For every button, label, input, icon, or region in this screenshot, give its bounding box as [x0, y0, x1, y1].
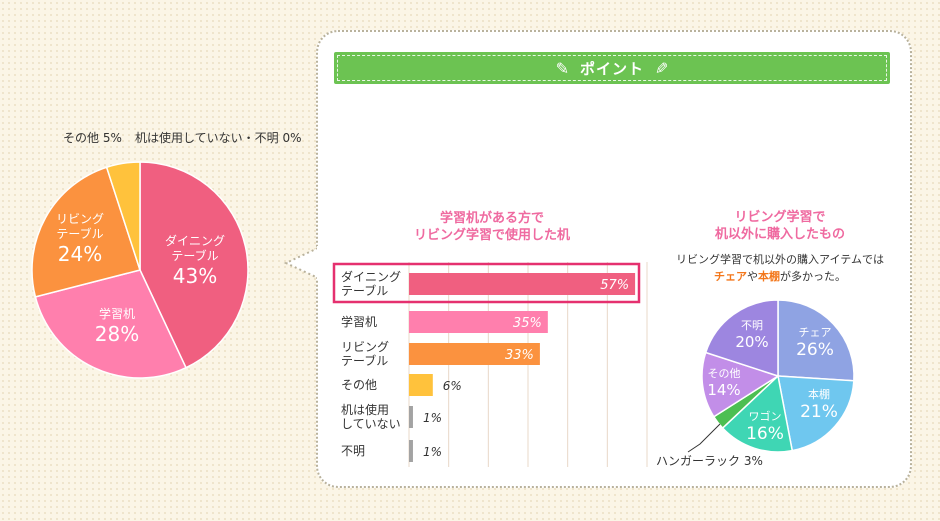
pie-slice-chair [777, 299, 855, 382]
other-pct: 14% [707, 381, 741, 399]
living-label-line1: リビング [55, 212, 104, 226]
left-slice-label-living: リビング テーブル 24% [44, 212, 116, 266]
right-title-line1: リビング学習で [734, 210, 826, 225]
wagon-label: ワゴン [748, 410, 782, 423]
chair-label: チェア [798, 326, 832, 339]
bar-value-label: 33% [505, 348, 534, 363]
subtitle-line1: リビング学習で机以外の購入アイテムでは [676, 253, 884, 266]
dining-label-line2: テーブル [171, 249, 219, 263]
chair-pct: 26% [796, 340, 834, 360]
bar-dining [409, 273, 636, 295]
bar-value-label: 57% [600, 278, 629, 293]
bar-category-label: 不明 [341, 444, 365, 458]
bar-unknown [409, 440, 413, 462]
pencil-icon: ✎ [555, 58, 570, 78]
right-slice-label-chair: チェア 26% [792, 326, 838, 360]
bar-category-line1: 不明 [341, 444, 366, 458]
bar-other [409, 374, 433, 396]
pie-slice-shelf [777, 375, 855, 452]
study-desk-label-pct: 28% [94, 322, 140, 346]
pie-slice-unknown [704, 299, 779, 378]
bar-category-line1: 学習机 [341, 315, 378, 329]
panel-pointer [283, 246, 321, 280]
right-slice-label-shelf: 本棚 21% [796, 388, 842, 422]
bar-title-line1: 学習机がある方で [439, 211, 544, 226]
bar-study-desk [409, 311, 548, 333]
banner-title: ポイント [579, 59, 644, 78]
bar-category-label: 机は使用 していない [341, 403, 401, 431]
bar-title-line2: リビング学習で使用した机 [413, 228, 570, 243]
pie-slice-living [31, 166, 141, 298]
pie-slice-wagon [721, 374, 794, 453]
shelf-label: 本棚 [808, 388, 830, 401]
unknown-label: 不明 [741, 319, 763, 332]
bar-category-label: 学習机 [341, 315, 377, 329]
pie-slice-study-desk [34, 269, 187, 379]
right-slice-label-unknown: 不明 20% [730, 319, 774, 351]
bar-category-line2: テーブル [341, 284, 389, 298]
bar-unused [409, 406, 413, 428]
bar-category-line2: していない [341, 417, 401, 431]
left-pie-label-other: その他 5% [63, 131, 122, 145]
pie-slice-other [105, 161, 141, 271]
bar-category-label: リビング テーブル [341, 340, 389, 368]
bar-category-line1: その他 [341, 378, 378, 392]
bar-category-line2: テーブル [341, 354, 389, 368]
left-slice-label-study-desk: 学習机 28% [82, 307, 152, 346]
subtitle-chair: チェア [714, 270, 747, 283]
pie-slice-dining [139, 161, 249, 369]
right-title-line2: 机以外に購入したもの [714, 227, 845, 242]
point-banner-inner: ✎ ポイント ✎ [337, 55, 887, 81]
hanger-label: ハンガーラック 3% [656, 454, 763, 468]
highlight-box [332, 262, 641, 304]
left-slice-label-dining: ダイニング テーブル 43% [158, 234, 232, 288]
study-desk-label-line1: 学習机 [98, 307, 135, 321]
dining-label-pct: 43% [172, 264, 218, 288]
right-slice-label-wagon: ワゴン 16% [742, 410, 788, 444]
bar-category-line1: 机は使用 [341, 403, 390, 417]
bar-category-label: ダイニング テーブル [341, 270, 401, 298]
subtitle-shelf: 本棚 [758, 270, 780, 283]
living-label-line2: テーブル [56, 227, 104, 241]
wagon-pct: 16% [746, 424, 784, 444]
point-banner: ✎ ポイント ✎ [334, 52, 890, 84]
bar-value-label: 6% [443, 379, 462, 393]
right-chart-subtitle: リビング学習で机以外の購入アイテムでは チェアや本棚が多かった。 [660, 251, 900, 285]
right-slice-label-other: その他 14% [702, 367, 746, 399]
bar-category-label: その他 [341, 378, 377, 392]
left-pie-label-unused: 机は使用していない・不明 0% [135, 131, 302, 145]
subtitle-line2: チェアや本棚が多かった。 [660, 268, 900, 285]
bar-category-line1: ダイニング [341, 270, 402, 284]
unknown-pct: 20% [735, 333, 769, 351]
bar-living [409, 343, 540, 365]
other-label: その他 [707, 367, 741, 380]
subtitle-mid: や [747, 270, 758, 283]
bar-value-label: 1% [423, 411, 442, 425]
pie-slice-other [701, 351, 780, 418]
dining-label-line1: ダイニング [164, 234, 225, 248]
right-chart-title: リビング学習で 机以外に購入したもの [685, 209, 875, 243]
bar-value-label: 35% [513, 316, 542, 331]
bar-chart-title: 学習机がある方で リビング学習で使用した机 [392, 210, 592, 244]
shelf-pct: 21% [800, 402, 838, 422]
bar-value-label: 1% [423, 445, 442, 459]
bar-category-line1: リビング [341, 340, 390, 354]
living-label-pct: 24% [57, 242, 103, 266]
subtitle-end: が多かった。 [780, 270, 846, 283]
